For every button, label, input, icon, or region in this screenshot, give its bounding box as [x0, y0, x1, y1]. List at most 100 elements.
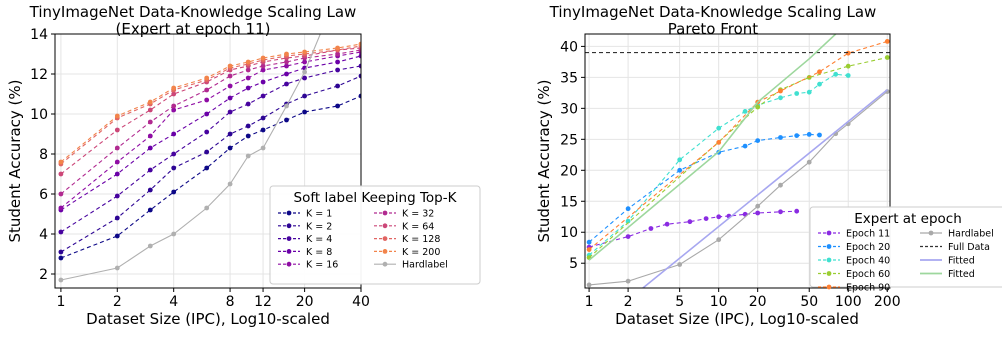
series-k-16-4-line: [60, 51, 361, 209]
legend-entry-epoch-60-3-marker: [826, 271, 832, 276]
x-tick-label: 2: [113, 294, 122, 310]
series-k-200-8-point: [284, 51, 289, 57]
series-k-64-6-point: [147, 107, 153, 113]
series-k-4-2-point: [114, 193, 120, 199]
series-k-8-3-point: [147, 145, 153, 151]
series-k-4-2-point: [284, 81, 289, 87]
y-axis-label: Student Accuracy (%): [535, 79, 553, 242]
series-hardlabel-9-point: [284, 103, 289, 109]
plot-frame: [54, 33, 362, 289]
series-k-2-1-point: [260, 115, 266, 121]
series-k-1-0-point: [245, 133, 251, 139]
series-k-16-4-point: [58, 205, 64, 211]
series-k-64-6-point: [114, 127, 120, 133]
legend-entry-k-4-2-label: K = 4: [306, 234, 332, 245]
legend-entry-epoch-11-0-marker: [826, 230, 832, 236]
y-tick-label: 40: [560, 39, 578, 55]
legend-entry-k-16-4-marker: [286, 261, 292, 267]
series-epoch-40-2-point: [625, 218, 631, 224]
legend-entry-fitted-7-label: Fitted: [948, 256, 975, 267]
y-tick-label: 12: [30, 67, 48, 83]
series-hardlabel-9-point: [245, 153, 251, 159]
legend-entry-k-128-7-label: K = 128: [402, 234, 440, 245]
series-k-64-6-point: [171, 91, 177, 97]
x-tick-label: 20: [296, 294, 314, 310]
chart-subtitle: Pareto Front: [668, 20, 759, 38]
legend-entry-fitted-8-label: Fitted: [948, 269, 975, 280]
legend: Soft label Keeping Top-K K = 1K = 2 K = 4 K…: [269, 185, 481, 285]
x-tick-label: 100: [835, 294, 862, 310]
series-k-32-5-point: [227, 73, 233, 79]
series-k-32-5-point: [260, 63, 266, 69]
legend-entry-k-64-6-label: K = 64: [402, 221, 434, 232]
x-tick-label: 1: [585, 294, 594, 310]
series-k-1-0-point: [284, 117, 289, 123]
series-k-4-2-line: [60, 65, 361, 233]
legend-entry-k-32-5-label: K = 32: [402, 209, 434, 220]
x-tick-label: 2: [624, 294, 633, 310]
series-k-4-2-point: [358, 63, 361, 69]
series-epoch-40-2-point: [742, 109, 748, 114]
series-k-200-8-point: [171, 85, 177, 91]
y-tick-label: 10: [30, 107, 48, 123]
y-tick-label: 25: [560, 132, 578, 148]
series-k-16-4-point: [227, 83, 233, 89]
series-epoch-11-0-point: [664, 221, 670, 227]
y-tick-label: 4: [39, 227, 48, 243]
series-k-200-8-point: [58, 159, 64, 165]
series-k-200-8-point: [302, 49, 307, 55]
series-epoch-11-0-point: [794, 208, 800, 214]
series-k-8-3-point: [204, 111, 210, 117]
series-epoch-90-4-point: [884, 39, 890, 44]
x-tick-label: 10: [710, 294, 728, 310]
series-hardlabel-9-point: [58, 277, 64, 283]
series-k-32-5-point: [171, 103, 177, 109]
legend-title: Soft label Keeping Top-K: [294, 190, 458, 206]
chart-pareto: TinyImageNet Data-Knowledge Scaling Law …: [535, 3, 1002, 328]
series-hardlabel-5-line: [589, 91, 888, 286]
series-k-64-6-point: [58, 171, 64, 177]
series-k-1-0-point: [171, 189, 177, 195]
y-tick-label: 2: [39, 267, 48, 283]
legend-entry-k-2-1-marker: [286, 223, 292, 229]
series-k-4-2-point: [147, 167, 153, 173]
series-epoch-40-2-point: [817, 81, 822, 87]
series-epoch-40-2-point: [806, 89, 812, 95]
series-k-8-3-point: [227, 95, 233, 101]
series-k-4-2-point: [171, 151, 177, 157]
series-epoch-20-1-point: [778, 135, 783, 140]
legend-entry-epoch-40-2-label: Epoch 40: [846, 256, 890, 267]
series-k-16-4-point: [204, 97, 210, 103]
series-epoch-90-4-point: [586, 247, 592, 253]
series-k-200-8-point: [335, 45, 340, 51]
series-fitted-7-line: [642, 89, 888, 288]
series-k-2-1-line: [60, 75, 361, 253]
series-epoch-90-4-point: [716, 140, 722, 145]
chart-title: TinyImageNet Data-Knowledge Scaling Law: [549, 3, 877, 21]
series-k-2-1-point: [335, 83, 340, 89]
series-k-32-5-point: [245, 67, 251, 73]
series-k-32-5-line: [60, 49, 361, 195]
series-hardlabel-9-point: [147, 243, 153, 249]
legend-entry-k-8-3-label: K = 8: [306, 247, 332, 258]
series-k-1-0-point: [335, 103, 340, 109]
series-epoch-90-4-point: [778, 88, 783, 94]
series-k-1-0-point: [114, 233, 120, 239]
y-tick-label: 10: [560, 225, 578, 241]
series-hardlabel-5-point: [625, 278, 631, 284]
legend-entry-k-32-5-marker: [382, 210, 388, 216]
legend-entry-k-2-1-label: K = 2: [306, 221, 332, 232]
series-hardlabel-5-point: [716, 237, 722, 243]
series-k-8-3-point: [358, 53, 361, 59]
series-k-200-8-point: [114, 113, 120, 119]
series-epoch-40-2-point: [778, 95, 783, 101]
series-k-128-7-line: [60, 45, 361, 165]
series-epoch-20-1-point: [755, 138, 761, 144]
series-hardlabel-5-point: [755, 203, 761, 209]
y-tick-label: 35: [560, 70, 578, 86]
series-k-32-5-point: [284, 59, 289, 65]
legend-entry-epoch-11-0-label: Epoch 11: [846, 229, 890, 240]
series-k-16-4-point: [245, 75, 251, 81]
